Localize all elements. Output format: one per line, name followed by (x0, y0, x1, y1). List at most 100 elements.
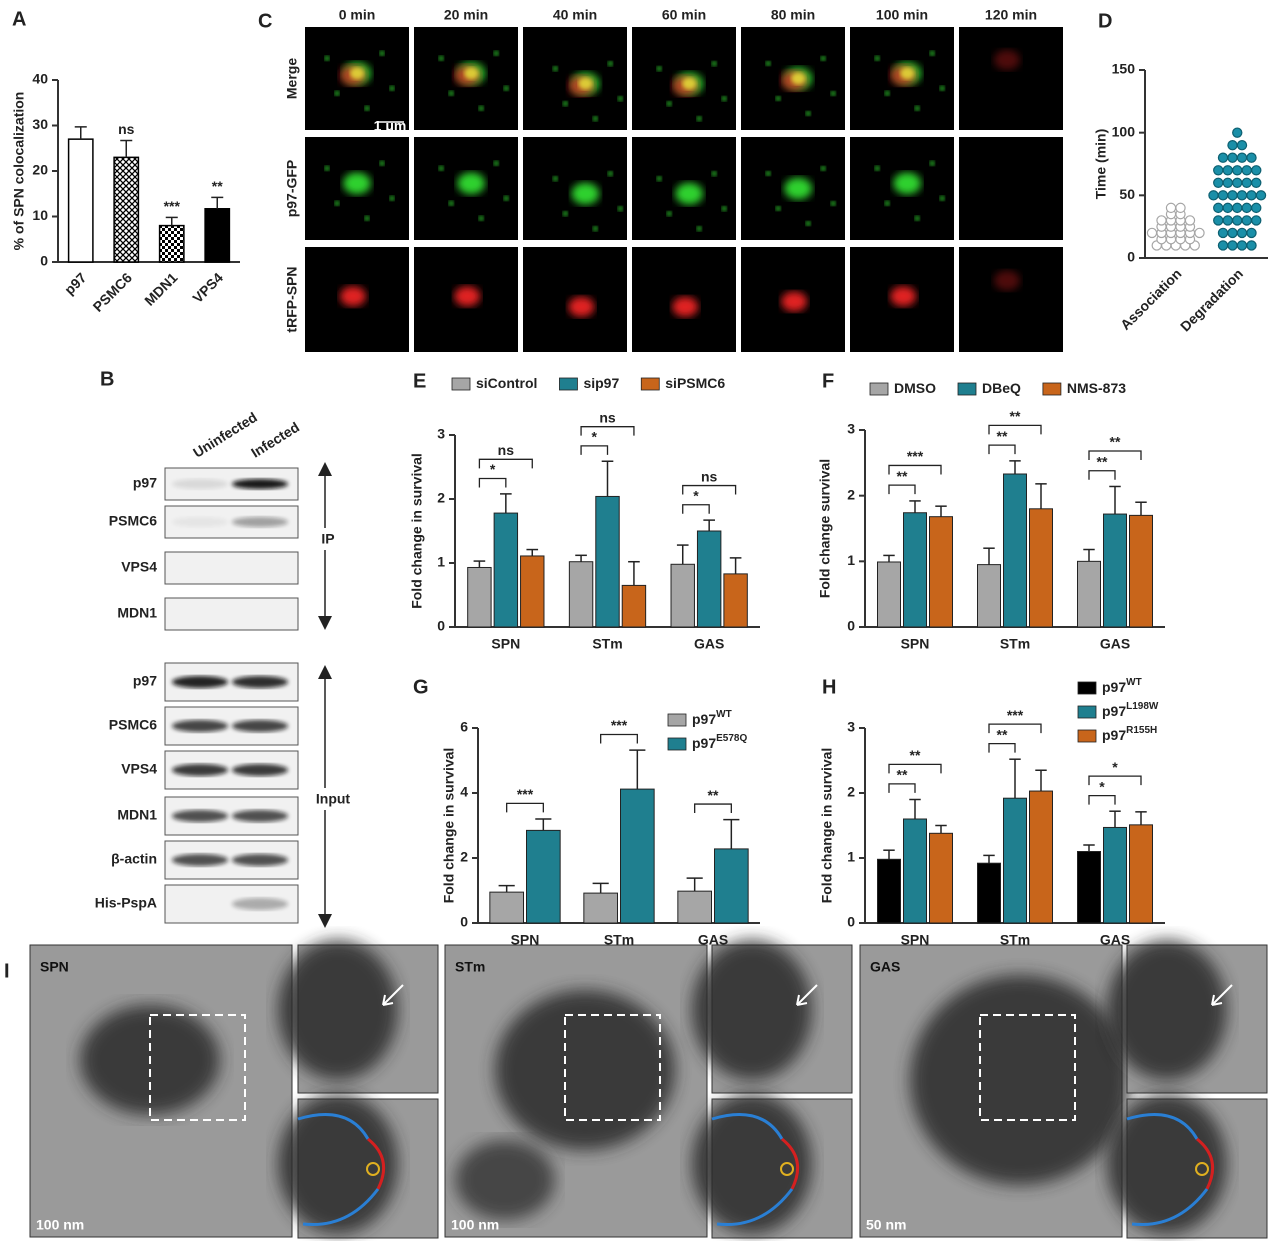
data-point (1246, 227, 1257, 239)
blot-band (172, 763, 228, 777)
significance-bracket (682, 504, 710, 514)
legend-name: siControl (476, 375, 537, 391)
data-point (1222, 202, 1233, 214)
data-point (1227, 190, 1238, 201)
y-tick-label: 150 (1112, 61, 1136, 77)
membrane-trace (781, 1137, 800, 1190)
rfp-signal (890, 286, 917, 307)
error-bar (500, 493, 512, 514)
blot-band (232, 809, 288, 823)
time-label: 80 min (771, 7, 815, 23)
y-tick-label: 3 (847, 719, 855, 735)
data-point (1213, 177, 1224, 188)
rfp-signal (994, 49, 1020, 70)
error-bar (1109, 810, 1121, 828)
overlap-signal (350, 67, 364, 80)
time-label: 120 min (985, 7, 1037, 23)
significance-bracket (1088, 794, 1116, 805)
data-point (1217, 227, 1229, 239)
data-point (1241, 215, 1252, 226)
blot-row-label: VPS4 (121, 559, 157, 575)
legend-label: p97L198W (1102, 701, 1159, 719)
scale-bar-label: 100 nm (451, 1217, 499, 1233)
time-label: 20 min (444, 7, 488, 23)
arrow-head (318, 616, 332, 630)
error-bar (74, 126, 87, 140)
significance-label: *** (907, 448, 924, 464)
x-tick-label: GAS (698, 932, 728, 948)
x-tick-label: STm (1000, 932, 1030, 948)
data-point (1232, 202, 1243, 214)
bar (1029, 508, 1053, 628)
overlap-signal (464, 67, 479, 80)
gfp-speck (493, 160, 499, 166)
x-tick-label: Degradation (1177, 265, 1246, 334)
legend-superscript: L198W (1126, 701, 1159, 712)
legend-swatch (1077, 681, 1097, 695)
em-label: GAS (870, 959, 900, 975)
panel-letter: D (1098, 10, 1112, 32)
x-tick-label: GAS (1100, 636, 1130, 652)
gfp-speck (617, 96, 623, 102)
legend-name: p97 (1102, 679, 1126, 695)
significance-bracket (888, 464, 942, 475)
bar (723, 573, 748, 628)
data-point (1222, 177, 1233, 188)
x-tick-label: STm (592, 636, 622, 652)
gfp-speck (607, 61, 613, 67)
error-bar (1035, 483, 1047, 509)
data-point (1251, 215, 1262, 226)
blot-band (172, 853, 228, 867)
data-point (1236, 240, 1248, 251)
error-bar (592, 882, 609, 894)
data-point (1255, 190, 1267, 201)
legend-swatch (1077, 729, 1097, 743)
legend-label: sip97 (583, 375, 619, 391)
row-label: tRFP-SPN (284, 266, 300, 332)
y-tick-label: 0 (847, 618, 855, 634)
legend-superscript: E578Q (716, 733, 747, 744)
membrane-trace (711, 1113, 784, 1140)
significance-bracket (506, 802, 544, 813)
zoom-box (149, 1014, 246, 1121)
significance-label: ** (997, 428, 1008, 444)
arrow (1211, 984, 1233, 1006)
x-tick-label: Association (1117, 265, 1184, 332)
time-label: 60 min (662, 7, 706, 23)
gfp-speck (805, 221, 811, 226)
gfp-speck (711, 171, 717, 177)
legend-label: p97WT (1102, 677, 1142, 695)
significance-label: ** (1097, 453, 1108, 469)
error-bar (498, 884, 515, 893)
error-bar (628, 560, 640, 586)
bar (568, 561, 594, 628)
gfp-speck (765, 61, 771, 66)
blot-row-label: His-PspA (95, 895, 157, 911)
gfp-speck (805, 111, 811, 116)
bar (1029, 790, 1053, 924)
data-point (1232, 165, 1243, 176)
blot-row-label: MDN1 (117, 605, 157, 621)
data-point (1217, 190, 1229, 201)
bar (621, 584, 647, 628)
x-tick-label: GAS (694, 636, 724, 652)
em-inset-bacterium (278, 940, 398, 1080)
em-inset-bacterium (1107, 940, 1227, 1080)
blot-band (172, 478, 228, 490)
membrane-trace (297, 1113, 370, 1140)
data-point (1222, 165, 1233, 176)
panel-letter: B (100, 368, 114, 390)
zoom-box (979, 1014, 1076, 1121)
gfp-speck (448, 90, 454, 96)
micrograph (959, 137, 1063, 240)
gfp-speck (562, 101, 568, 107)
data-point (1246, 152, 1257, 163)
gfp-speck (666, 211, 672, 217)
data-point (1156, 215, 1167, 226)
blot-band (172, 675, 228, 689)
row-label: p97-GFP (284, 160, 300, 218)
data-point (1222, 215, 1233, 226)
gfp-speck (696, 116, 702, 122)
gfp-speck (448, 200, 454, 206)
